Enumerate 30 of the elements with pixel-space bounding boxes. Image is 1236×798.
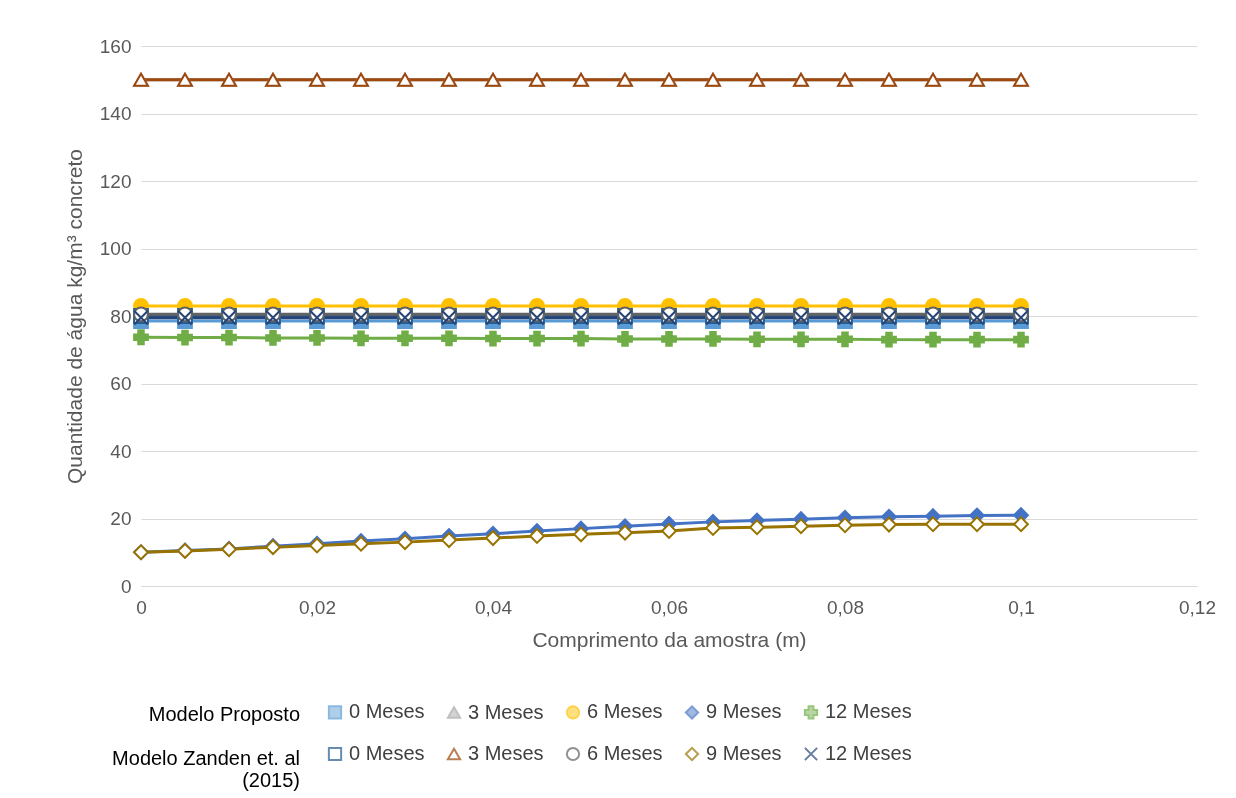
- y-tick-label: 0: [120, 575, 132, 597]
- x-tick-label: 0: [136, 596, 147, 618]
- x-tick-label: 0,04: [475, 596, 513, 618]
- x-tick-label: 0,02: [299, 596, 336, 618]
- y-tick-label: 80: [110, 305, 132, 327]
- legend-label: 3 Meses: [468, 700, 544, 723]
- legend-label: 9 Meses: [706, 700, 782, 723]
- legend-label: 9 Meses: [706, 742, 782, 764]
- text: Modelo Zanden et. al (2015): [111, 747, 300, 791]
- legend-label: 12 Meses: [825, 700, 912, 723]
- x-tick-label: 0,1: [1008, 596, 1035, 618]
- y-axis-title: Quantidade de água kg/m³ concreto: [62, 148, 86, 485]
- legend-label: 6 Meses: [587, 742, 663, 764]
- y-tick-label: 100: [99, 238, 132, 259]
- x-tick-label: 0,12: [1179, 596, 1216, 618]
- x-axis-title: Comprimento da amostra (m): [532, 627, 807, 651]
- y-tick-label: 60: [110, 373, 132, 394]
- y-tick-label: 120: [99, 170, 132, 192]
- y-tick-label: 160: [99, 35, 132, 57]
- legend-label: 0 Meses: [349, 742, 425, 764]
- y-tick-label: 20: [110, 508, 132, 529]
- legend-label: 12 Meses: [825, 742, 912, 764]
- y-tick-label: 40: [110, 440, 132, 462]
- legend-label: 3 Meses: [468, 742, 544, 764]
- legend-label: 6 Meses: [587, 700, 663, 723]
- legend-label: 0 Meses: [349, 700, 425, 723]
- y-tick-label: 140: [99, 103, 132, 124]
- x-tick-label: 0,08: [827, 596, 864, 618]
- text: Modelo Proposto: [147, 703, 300, 725]
- x-tick-label: 0,06: [651, 596, 688, 618]
